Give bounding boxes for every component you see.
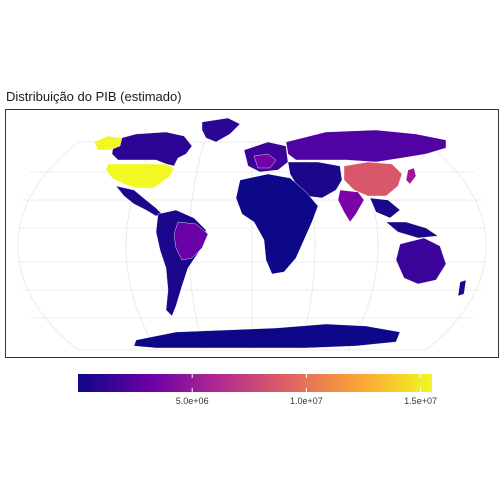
- region-brazil: [173, 221, 209, 261]
- region-united-states: [105, 163, 175, 189]
- region-china: [343, 161, 403, 197]
- region-indonesia: [385, 221, 439, 239]
- legend-tick-label: 1.5e+07: [404, 396, 437, 406]
- map-outline: [17, 141, 487, 351]
- legend-tick-label: 5.0e+06: [175, 396, 209, 406]
- region-greenland: [201, 117, 241, 143]
- region-australia: [395, 237, 447, 285]
- legend-tick-label: 1.0e+07: [289, 396, 323, 406]
- region-western-europe: [253, 153, 277, 169]
- world-map: [17, 117, 487, 351]
- region-southeast-asia: [369, 197, 401, 219]
- region-alaska: [93, 135, 123, 151]
- region-africa: [235, 173, 319, 275]
- region-new-zealand: [457, 279, 467, 297]
- region-india: [337, 189, 365, 223]
- region-russia: [285, 129, 447, 163]
- legend-gradient: [78, 374, 432, 392]
- region-japan: [405, 167, 417, 185]
- region-central-america: [115, 185, 163, 217]
- map-title: Distribuição do PIB (estimado): [6, 89, 182, 104]
- color-legend: 5.0e+06 1.0e+07 1.5e+07: [78, 374, 437, 414]
- map-panel: [5, 109, 499, 358]
- region-antarctica: [133, 323, 401, 349]
- legend-colorbar: [78, 374, 432, 392]
- region-canada: [111, 131, 193, 167]
